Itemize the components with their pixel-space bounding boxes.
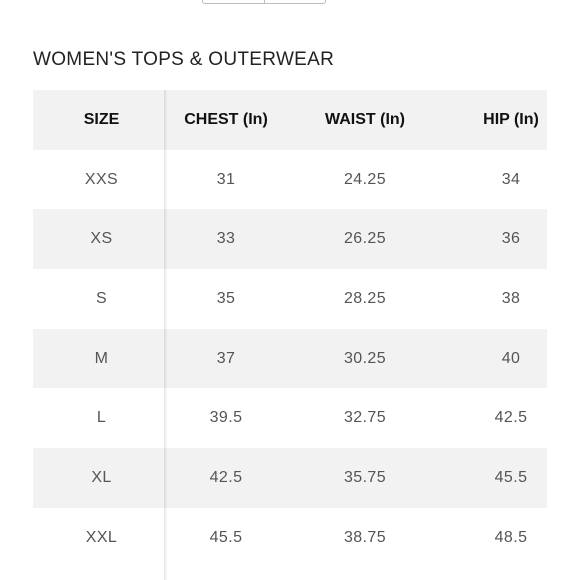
unit-toggle-left[interactable] <box>203 0 264 3</box>
cell-waist: 32.75 <box>343 409 387 427</box>
table-row: M 37 30.25 40 <box>33 328 547 389</box>
cell-waist: 38.75 <box>343 528 387 546</box>
header-size: SIZE <box>83 110 120 128</box>
size-chart-title: WOMEN'S TOPS & OUTERWEAR <box>33 49 335 70</box>
table-row: XXS 31 24.25 34 <box>33 150 547 210</box>
size-chart-table: SIZE CHEST (In) WAIST (In) HIP (In) XXS … <box>33 90 547 568</box>
cell-size: XXL <box>85 528 118 546</box>
table-row: L 39.5 32.75 42.5 <box>33 388 547 448</box>
unit-toggle-right[interactable] <box>263 0 326 3</box>
cell-chest: 42.5 <box>209 468 243 486</box>
cell-chest: 45.5 <box>209 528 243 546</box>
cell-hip-value: 40 <box>501 349 521 367</box>
cell-size: L <box>96 409 107 427</box>
header-chest: CHEST (In) <box>184 110 268 128</box>
cell-hip: 45.5 <box>448 469 547 487</box>
cell-hip-value: 34 <box>501 170 521 188</box>
cell-waist: 28.25 <box>343 289 387 307</box>
cell-hip-value: 36 <box>501 230 521 248</box>
cell-hip: 42.5 <box>448 409 547 427</box>
cell-hip: 34 <box>448 171 547 189</box>
cell-chest: 39.5 <box>209 409 243 427</box>
header-hip: HIP (In) <box>448 111 547 129</box>
table-row: XS 33 26.25 36 <box>33 209 547 270</box>
cell-chest: 35 <box>216 289 236 307</box>
cell-size: XS <box>90 230 113 248</box>
cell-waist: 24.25 <box>343 170 387 188</box>
cell-waist: 26.25 <box>343 230 387 248</box>
cell-size: XL <box>91 468 112 486</box>
header-waist: WAIST (In) <box>325 110 405 128</box>
table-row: XXL 45.5 38.75 48.5 <box>33 508 547 568</box>
cell-hip-value: 48.5 <box>494 528 528 546</box>
cell-hip: 36 <box>448 230 547 248</box>
cell-hip-value: 42.5 <box>494 409 528 427</box>
cell-waist: 35.75 <box>343 468 387 486</box>
cell-hip: 38 <box>448 290 547 308</box>
table-row: S 35 28.25 38 <box>33 269 547 329</box>
unit-toggle[interactable] <box>202 0 326 4</box>
table-header-row: SIZE CHEST (In) WAIST (In) HIP (In) <box>33 90 547 150</box>
cell-waist: 30.25 <box>343 349 387 367</box>
sticky-column-shadow <box>164 90 167 580</box>
cell-chest: 31 <box>216 170 236 188</box>
header-hip-label: HIP (In) <box>483 110 539 128</box>
cell-size: XXS <box>84 170 119 188</box>
cell-size: S <box>95 289 108 307</box>
cell-chest: 33 <box>216 230 236 248</box>
cell-hip-value: 45.5 <box>494 468 528 486</box>
cell-hip: 40 <box>448 350 547 368</box>
cell-hip: 48.5 <box>448 529 547 547</box>
cell-chest: 37 <box>216 349 236 367</box>
cell-hip-value: 38 <box>501 289 521 307</box>
cell-size: M <box>94 349 109 367</box>
table-row: XL 42.5 35.75 45.5 <box>33 448 547 508</box>
